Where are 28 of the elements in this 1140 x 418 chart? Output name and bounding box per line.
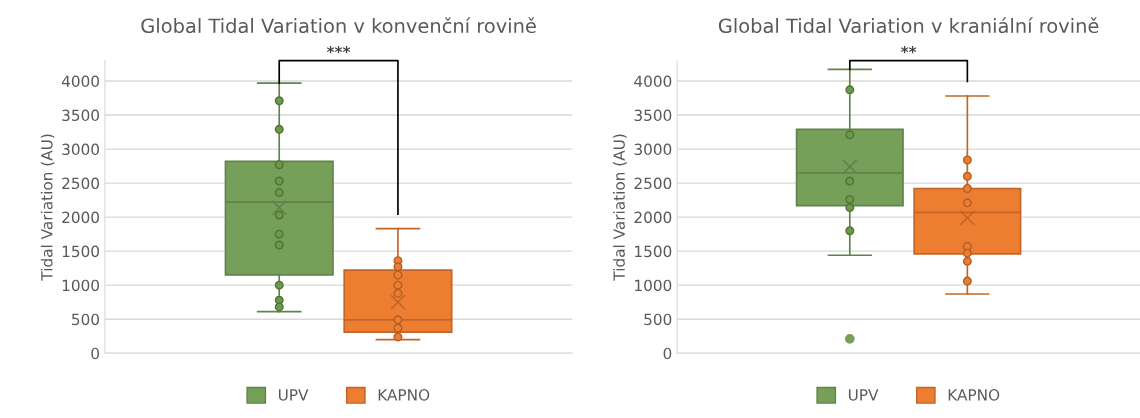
y-tick-label: 0 xyxy=(91,347,99,360)
legend-label: KAPNO xyxy=(378,389,430,401)
y-tick-label: 1500 xyxy=(635,245,672,258)
legend-label: UPV xyxy=(848,389,879,401)
y-tick-label: 1000 xyxy=(62,279,99,292)
y-tick-label: 2000 xyxy=(62,211,99,224)
legend-label: UPV xyxy=(278,389,309,401)
y-tick-label: 1500 xyxy=(62,245,99,258)
text: *** xyxy=(326,46,351,54)
y-tick-label: 2500 xyxy=(634,177,672,190)
y-tick-label: 500 xyxy=(644,313,672,326)
y-tick-label: 2000 xyxy=(634,211,672,224)
text: ** xyxy=(900,46,917,54)
y-axis-title: Tidal Variation (AU) xyxy=(613,134,627,281)
y-tick-label: 4000 xyxy=(634,75,672,88)
chart-title: Global Tidal Variation v kraniální rovině xyxy=(718,17,1099,34)
y-tick-label: 500 xyxy=(72,313,99,326)
y-tick-label: 3000 xyxy=(62,143,99,156)
y-tick-label: 3000 xyxy=(634,143,672,156)
y-tick-label: 1000 xyxy=(635,279,672,292)
legend-label: KAPNO xyxy=(948,389,1000,401)
y-tick-label: 3500 xyxy=(634,109,672,122)
y-tick-label: 2500 xyxy=(62,177,99,190)
y-axis-title: Tidal Variation (AU) xyxy=(40,134,55,281)
chart-title: Global Tidal Variation v konvenční rovině xyxy=(141,17,536,34)
y-tick-label: 3500 xyxy=(62,109,99,122)
y-tick-label: 0 xyxy=(663,347,672,360)
y-tick-label: 4000 xyxy=(61,75,99,88)
